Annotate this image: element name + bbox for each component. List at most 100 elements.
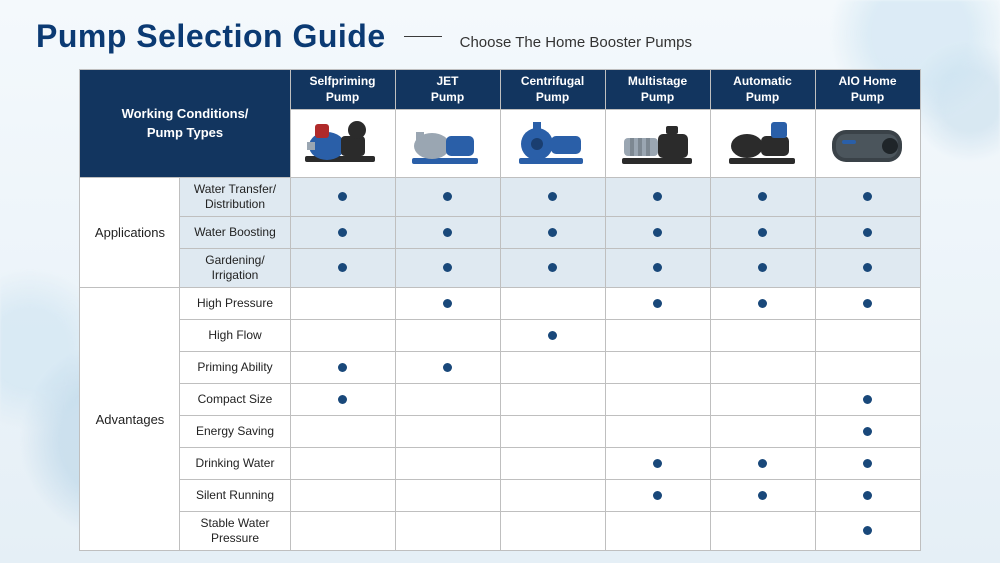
- pump-header-4: Automatic Pump: [710, 70, 815, 110]
- feature-cell: [290, 320, 395, 352]
- pump-header-line1: Centrifugal: [521, 74, 584, 88]
- table-row: Silent Running: [80, 480, 920, 512]
- dot-icon: [758, 491, 767, 500]
- dot-icon: [548, 331, 557, 340]
- feature-cell: [605, 448, 710, 480]
- multistage-pump-icon: [608, 116, 708, 172]
- dot-icon: [863, 192, 872, 201]
- row-label: Water Boosting: [180, 217, 290, 249]
- table-row: Energy Saving: [80, 416, 920, 448]
- feature-cell: [395, 480, 500, 512]
- dot-icon: [653, 299, 662, 308]
- pump-header-0: Selfpriming Pump: [290, 70, 395, 110]
- corner-header: Working Conditions/ Pump Types: [80, 70, 290, 178]
- pump-image-aio: [815, 110, 920, 178]
- pump-image-selfpriming: [290, 110, 395, 178]
- feature-cell: [815, 320, 920, 352]
- pump-image-jet: [395, 110, 500, 178]
- feature-cell: [395, 512, 500, 551]
- row-label: High Flow: [180, 320, 290, 352]
- feature-cell: [710, 352, 815, 384]
- feature-cell: [815, 352, 920, 384]
- feature-cell: [290, 416, 395, 448]
- feature-cell: [710, 448, 815, 480]
- dot-icon: [548, 263, 557, 272]
- dot-icon: [758, 459, 767, 468]
- dot-icon: [338, 192, 347, 201]
- table-row: Gardening/Irrigation: [80, 249, 920, 288]
- feature-cell: [395, 178, 500, 217]
- feature-cell: [500, 320, 605, 352]
- pump-header-3: Multistage Pump: [605, 70, 710, 110]
- pump-header-line2: Pump: [851, 90, 884, 104]
- dot-icon: [863, 526, 872, 535]
- table-row: ApplicationsWater Transfer/Distribution: [80, 178, 920, 217]
- pump-header-line1: JET: [436, 74, 458, 88]
- dot-icon: [863, 299, 872, 308]
- row-label: High Pressure: [180, 288, 290, 320]
- pump-header-5: AIO Home Pump: [815, 70, 920, 110]
- feature-cell: [815, 448, 920, 480]
- pump-header-line2: Pump: [641, 90, 674, 104]
- feature-cell: [710, 416, 815, 448]
- feature-cell: [815, 288, 920, 320]
- pump-header-2: Centrifugal Pump: [500, 70, 605, 110]
- feature-cell: [500, 384, 605, 416]
- feature-cell: [815, 217, 920, 249]
- dot-icon: [863, 459, 872, 468]
- feature-cell: [710, 288, 815, 320]
- dot-icon: [758, 228, 767, 237]
- row-label: Stable WaterPressure: [180, 512, 290, 551]
- dot-icon: [758, 299, 767, 308]
- pump-image-centrifugal: [500, 110, 605, 178]
- feature-cell: [815, 249, 920, 288]
- dot-icon: [863, 263, 872, 272]
- dot-icon: [338, 228, 347, 237]
- feature-cell: [815, 480, 920, 512]
- dot-icon: [548, 192, 557, 201]
- feature-cell: [395, 448, 500, 480]
- dot-icon: [653, 192, 662, 201]
- dot-icon: [443, 263, 452, 272]
- pump-header-line1: AIO Home: [838, 74, 896, 88]
- feature-cell: [815, 416, 920, 448]
- feature-cell: [500, 448, 605, 480]
- row-label: Priming Ability: [180, 352, 290, 384]
- pump-header-line2: Pump: [536, 90, 569, 104]
- table-row: Stable WaterPressure: [80, 512, 920, 551]
- row-label: Compact Size: [180, 384, 290, 416]
- dot-icon: [653, 263, 662, 272]
- feature-cell: [605, 249, 710, 288]
- feature-cell: [605, 480, 710, 512]
- corner-line2: Pump Types: [147, 125, 223, 140]
- feature-cell: [815, 512, 920, 551]
- feature-cell: [290, 217, 395, 249]
- dot-icon: [443, 228, 452, 237]
- dot-icon: [338, 395, 347, 404]
- feature-cell: [710, 320, 815, 352]
- feature-cell: [290, 480, 395, 512]
- feature-cell: [395, 288, 500, 320]
- feature-cell: [605, 416, 710, 448]
- feature-cell: [710, 249, 815, 288]
- pump-header-line2: Pump: [431, 90, 464, 104]
- feature-cell: [710, 480, 815, 512]
- feature-cell: [395, 384, 500, 416]
- pump-header-line1: Automatic: [733, 74, 792, 88]
- dot-icon: [653, 459, 662, 468]
- feature-cell: [605, 384, 710, 416]
- aio-pump-icon: [818, 116, 918, 172]
- selfpriming-pump-icon: [293, 116, 393, 172]
- row-label: Water Transfer/Distribution: [180, 178, 290, 217]
- group-label: Applications: [80, 178, 180, 288]
- feature-cell: [500, 512, 605, 551]
- selection-table: Working Conditions/ Pump Types Selfprimi…: [79, 69, 920, 551]
- feature-cell: [605, 352, 710, 384]
- dot-icon: [863, 427, 872, 436]
- feature-cell: [290, 178, 395, 217]
- dot-icon: [338, 263, 347, 272]
- feature-cell: [500, 178, 605, 217]
- feature-cell: [710, 178, 815, 217]
- table-row: Compact Size: [80, 384, 920, 416]
- feature-cell: [290, 249, 395, 288]
